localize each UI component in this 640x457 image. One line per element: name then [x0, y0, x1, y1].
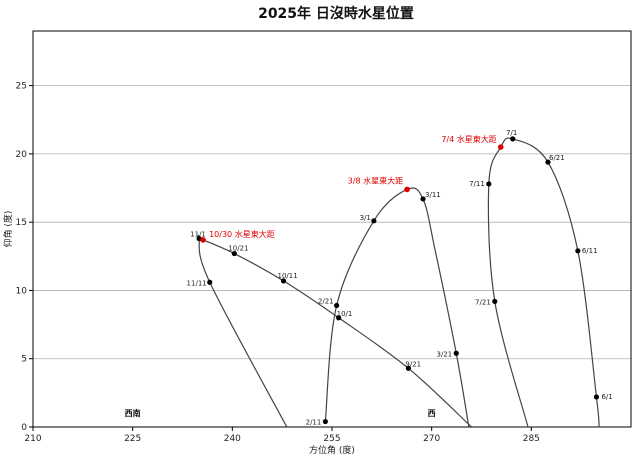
data-label: 10/21 [228, 245, 248, 253]
data-point [453, 350, 459, 356]
direction-label: 西 [428, 409, 436, 418]
grid [33, 85, 631, 360]
elongation-point [404, 186, 410, 193]
data-point [575, 248, 581, 254]
data-label: 3/21 [437, 350, 453, 358]
data-label: 3/11 [425, 191, 441, 199]
data-point [336, 315, 342, 321]
data-point [510, 136, 516, 142]
y-tick-label: 15 [16, 218, 27, 228]
series-group: 2/11 2/21 3/1 3/11 3/21 7/21 7/11 7/1 6/21 6/11 6/… [187, 129, 613, 427]
y-axis-label: 仰角 (度) [2, 211, 14, 248]
y-tick-label: 10 [16, 286, 28, 296]
data-label: 10/1 [337, 310, 353, 318]
data-label: 7/1 [506, 129, 517, 137]
y-tick-label: 20 [16, 150, 28, 160]
data-point [420, 196, 426, 202]
data-label: 10/11 [277, 272, 297, 280]
data-point [231, 250, 237, 257]
x-tick-label: 270 [423, 434, 440, 444]
x-tick-label: 285 [523, 434, 540, 444]
elongation-label: 10/30 水星東大距 [209, 229, 275, 239]
data-label: 2/11 [306, 419, 322, 427]
data-label: 9/21 [405, 360, 421, 368]
data-point [545, 159, 551, 165]
data-label: 2/21 [318, 297, 334, 305]
direction-label: 西南 [125, 408, 141, 418]
data-point [280, 278, 287, 284]
elongation-point [200, 237, 206, 243]
y-tick-label: 0 [21, 423, 27, 433]
y-axis: 0 5 10 15 20 25 [16, 82, 33, 433]
data-point [593, 394, 600, 400]
chart-title: 2025年 日沒時水星位置 [258, 5, 414, 22]
y-tick-label: 5 [21, 355, 27, 365]
data-point [492, 298, 498, 304]
x-tick-label: 255 [323, 434, 340, 444]
elongation-point [497, 144, 504, 150]
elongation-label: 7/4 水星東大距 [441, 134, 496, 144]
data-point [371, 218, 377, 224]
direction-labels: 西南 西 [125, 408, 436, 418]
x-tick-label: 240 [224, 434, 241, 444]
x-axis: 210 225 240 255 270 285 [24, 427, 540, 444]
series-line-2 [487, 137, 600, 427]
series-line-3 [197, 234, 472, 427]
data-label: 7/21 [475, 298, 491, 306]
data-point [207, 279, 213, 285]
x-tick-label: 225 [124, 434, 141, 444]
data-label: 6/11 [582, 247, 598, 255]
data-label: 3/1 [360, 214, 371, 222]
x-axis-label: 方位角 (度) [309, 444, 355, 456]
data-point [405, 365, 412, 371]
data-label: 7/11 [469, 180, 485, 188]
data-label: 11/11 [187, 279, 207, 287]
plot-frame [32, 30, 632, 428]
data-label: 6/21 [549, 154, 565, 162]
data-label: 6/1 [601, 393, 612, 401]
y-tick-label: 25 [16, 82, 27, 92]
series-line-1 [324, 187, 470, 427]
data-label: 11/1 [190, 231, 206, 239]
elongation-label: 3/8 水星東大距 [348, 175, 403, 185]
data-point [486, 181, 492, 187]
data-point [322, 418, 328, 425]
x-tick-label: 210 [24, 434, 41, 444]
data-point [334, 302, 340, 309]
